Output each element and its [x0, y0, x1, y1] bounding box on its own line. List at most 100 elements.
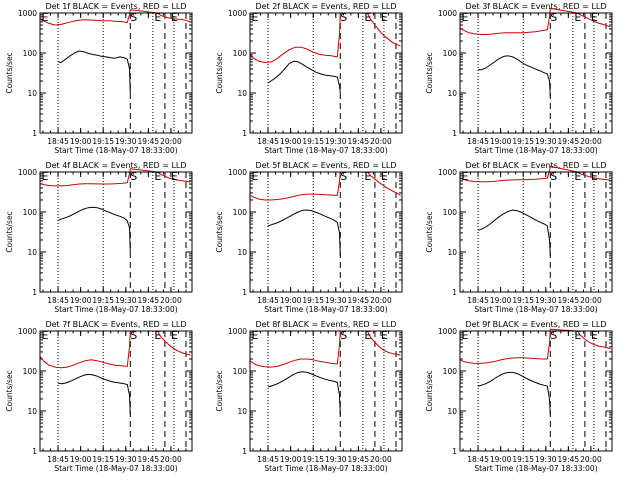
y-tick-label: 1	[242, 288, 247, 297]
x-axis-start-label: 18-May-07 18:33:00	[309, 146, 385, 155]
y-tick-label: 10	[237, 89, 247, 98]
panel-title: Det 6f BLACK = Events, RED = LLD	[465, 161, 606, 170]
x-axis-label-open: (	[93, 146, 98, 155]
x-axis-label-prefix: Start Time	[264, 146, 303, 155]
x-tick-label: 18:45	[257, 455, 279, 464]
event-marker-label: E	[574, 329, 581, 342]
plot-frame	[249, 171, 403, 293]
y-tick-label: 1	[32, 288, 37, 297]
y-tick-label: 1000	[438, 168, 457, 177]
event-marker-label: E	[574, 11, 581, 24]
plot-frame	[39, 330, 193, 452]
event-marker-label: S	[340, 329, 347, 342]
x-tick-label: 19:00	[70, 137, 92, 146]
x-tick-label: 18:45	[467, 296, 489, 305]
x-tick-label: 19:00	[280, 455, 302, 464]
x-tick-label: 19:15	[92, 296, 114, 305]
x-tick-label: 18:45	[47, 296, 69, 305]
x-axis-label-close: )	[385, 305, 388, 314]
x-tick-label: 19:30	[535, 137, 557, 146]
event-marker-label: E	[171, 11, 178, 24]
x-tick-label: 19:45	[348, 137, 370, 146]
y-axis-label: Counts/sec	[215, 370, 224, 411]
x-axis-label: Start Time (18-May-07 18:33:00)	[264, 464, 387, 473]
y-tick-label: 1	[452, 129, 457, 138]
x-axis-label-open: (	[513, 146, 518, 155]
x-axis-label-prefix: Start Time	[54, 464, 93, 473]
x-tick-label: 20:00	[370, 296, 392, 305]
x-tick-label: 19:45	[138, 296, 160, 305]
x-axis-label-close: )	[385, 464, 388, 473]
event-marker-label: E	[252, 11, 259, 24]
panel-title: Det 2f BLACK = Events, RED = LLD	[255, 2, 396, 11]
y-tick-label: 1	[242, 129, 247, 138]
event-marker-label: E	[591, 170, 598, 183]
x-tick-label: 18:45	[257, 296, 279, 305]
x-tick-label: 19:30	[535, 296, 557, 305]
x-axis-label-prefix: Start Time	[54, 146, 93, 155]
event-marker-label: E	[252, 329, 259, 342]
event-marker-label: E	[381, 329, 388, 342]
x-axis-label-prefix: Start Time	[474, 464, 513, 473]
x-axis-label-close: )	[175, 305, 178, 314]
x-tick-label: 19:00	[280, 137, 302, 146]
event-marker-label: E	[42, 11, 49, 24]
events-series-line	[57, 206, 131, 253]
x-axis-label-close: )	[595, 305, 598, 314]
x-tick-label: 19:00	[70, 455, 92, 464]
y-tick-label: 1000	[18, 327, 37, 336]
y-tick-label: 1	[452, 447, 457, 456]
lld-series-line	[39, 330, 191, 369]
event-marker-label: E	[171, 170, 178, 183]
event-marker-label: E	[462, 11, 469, 24]
plot-frame	[459, 171, 613, 293]
x-tick-label: 19:30	[115, 455, 137, 464]
x-tick-label: 19:15	[512, 455, 534, 464]
x-tick-label: 19:30	[535, 455, 557, 464]
x-tick-label: 19:15	[302, 137, 324, 146]
event-marker-label: E	[154, 11, 161, 24]
panel-1: Det 1f BLACK = Events, RED = LLD Counts/s…	[5, 2, 193, 155]
y-tick-label: 1	[452, 288, 457, 297]
plot-frame	[249, 330, 403, 452]
event-marker-label: E	[154, 329, 161, 342]
panel-2: Det 2f BLACK = Events, RED = LLD Counts/s…	[215, 2, 403, 155]
panel-title: Det 7f BLACK = Events, RED = LLD	[45, 320, 186, 329]
events-series-line	[57, 373, 131, 415]
x-tick-label: 20:00	[160, 455, 182, 464]
events-series-line	[267, 60, 341, 94]
x-tick-label: 19:15	[92, 137, 114, 146]
x-axis-label: Start Time (18-May-07 18:33:00)	[54, 305, 177, 314]
y-tick-label: 10	[447, 407, 457, 416]
y-tick-label: 1000	[228, 327, 247, 336]
x-tick-label: 19:45	[138, 137, 160, 146]
x-tick-label: 19:00	[70, 296, 92, 305]
event-marker-label: S	[340, 170, 347, 183]
x-tick-label: 19:30	[325, 455, 347, 464]
event-marker-label: E	[381, 170, 388, 183]
lld-series-line	[249, 171, 401, 201]
y-tick-label: 100	[233, 49, 248, 58]
x-axis-label-close: )	[595, 464, 598, 473]
lld-series-line	[39, 9, 191, 26]
x-axis-label-open: (	[93, 305, 98, 314]
x-tick-label: 19:15	[92, 455, 114, 464]
panel-8: Det 8f BLACK = Events, RED = LLD Counts/s…	[215, 320, 403, 473]
events-series-line	[477, 209, 551, 256]
x-tick-label: 19:45	[558, 296, 580, 305]
x-tick-label: 19:30	[115, 137, 137, 146]
event-marker-label: E	[591, 11, 598, 24]
events-series-line	[478, 55, 551, 97]
x-tick-label: 19:45	[348, 455, 370, 464]
y-tick-label: 100	[443, 49, 458, 58]
x-tick-label: 20:00	[370, 455, 392, 464]
x-tick-label: 19:00	[490, 455, 512, 464]
y-tick-label: 10	[27, 407, 37, 416]
y-tick-label: 1000	[18, 9, 37, 18]
lld-series-line	[459, 328, 611, 364]
y-tick-label: 100	[443, 367, 458, 376]
x-axis-label-prefix: Start Time	[54, 305, 93, 314]
x-axis-label: Start Time (18-May-07 18:33:00)	[264, 146, 387, 155]
x-tick-label: 19:00	[490, 296, 512, 305]
y-tick-label: 10	[27, 89, 37, 98]
